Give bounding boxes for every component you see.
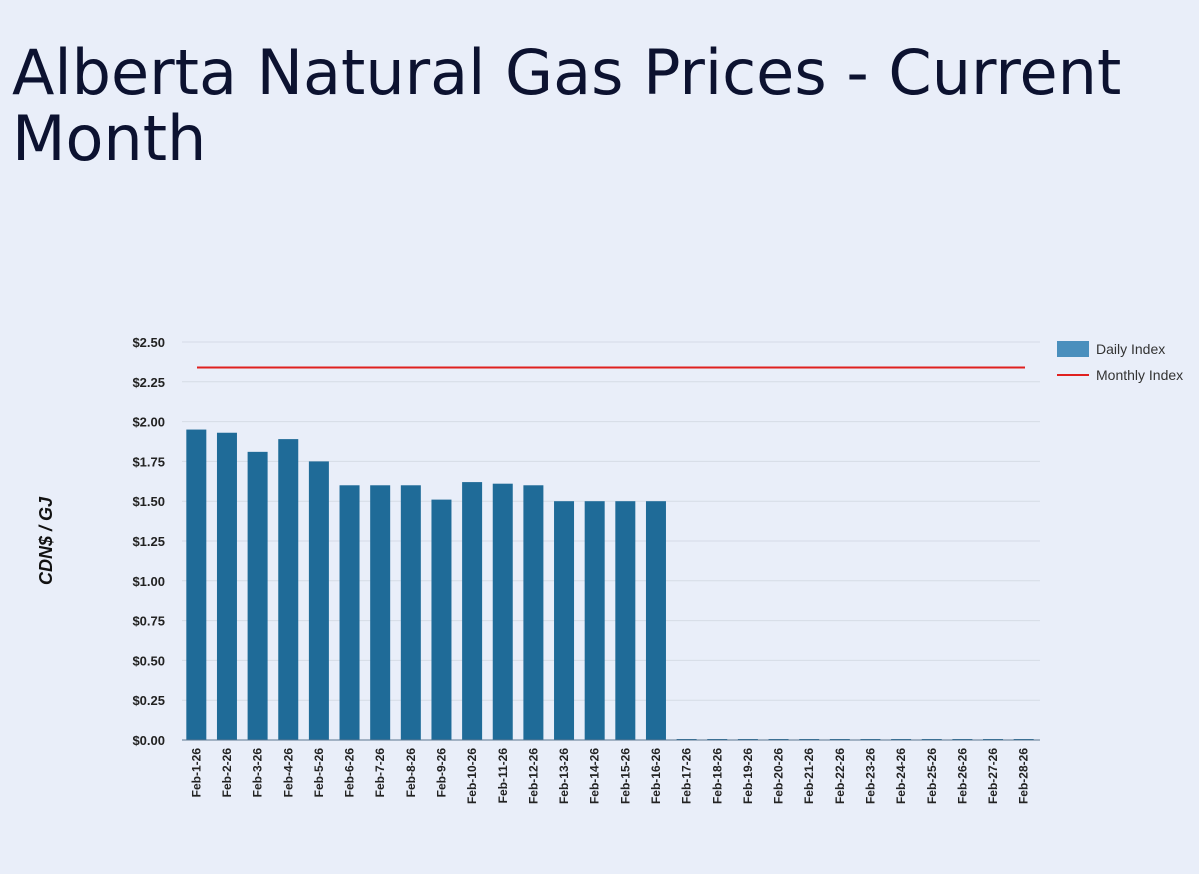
x-tick-label: Feb-26-26 <box>955 748 969 804</box>
legend-label-daily: Daily Index <box>1096 341 1165 357</box>
y-axis-label: CDN$ / GJ <box>36 496 56 585</box>
x-tick-label: Feb-5-26 <box>312 748 326 798</box>
x-axis-ticks: Feb-1-26 Feb-2-26 Feb-3-26 Feb-4-26 Feb-5-26… <box>189 748 1030 804</box>
x-tick-label: Feb-10-26 <box>465 748 479 804</box>
bar-Feb-5-26 <box>308 461 329 740</box>
x-tick-label: Feb-15-26 <box>618 748 632 804</box>
x-tick-label: Feb-11-26 <box>496 748 510 804</box>
x-tick-label: Feb-7-26 <box>373 748 387 798</box>
x-tick-label: Feb-27-26 <box>986 748 1000 804</box>
bar-Feb-10-26 <box>462 482 483 740</box>
bar-Feb-14-26 <box>584 501 605 740</box>
x-tick-label: Feb-17-26 <box>680 748 694 804</box>
y-tick-label: $0.50 <box>132 653 165 668</box>
bar-Feb-11-26 <box>492 483 513 740</box>
y-tick-label: $2.25 <box>132 375 165 390</box>
x-tick-label: Feb-22-26 <box>833 748 847 804</box>
y-tick-label: $2.50 <box>132 335 165 350</box>
x-tick-label: Feb-8-26 <box>404 748 418 798</box>
bar-Feb-4-26 <box>278 439 299 740</box>
bar-Feb-16-26 <box>645 501 666 740</box>
y-tick-label: $2.00 <box>132 415 165 430</box>
x-tick-label: Feb-18-26 <box>710 748 724 804</box>
x-tick-label: Feb-19-26 <box>741 748 755 804</box>
bar-Feb-6-26 <box>339 485 360 740</box>
y-tick-label: $0.25 <box>132 693 165 708</box>
x-tick-label: Feb-6-26 <box>343 748 357 798</box>
legend-swatch-daily <box>1057 341 1089 357</box>
bar-Feb-12-26 <box>523 485 544 740</box>
y-tick-label: $1.75 <box>132 454 165 469</box>
bar-Feb-9-26 <box>431 499 452 740</box>
bar-Feb-13-26 <box>554 501 575 740</box>
bars <box>186 429 1034 740</box>
y-tick-label: $1.00 <box>132 574 165 589</box>
y-tick-label: $0.75 <box>132 614 165 629</box>
x-tick-label: Feb-12-26 <box>526 748 540 804</box>
y-axis-ticks: $0.00 $0.25 $0.50 $0.75 $1.00 $1.25 $1.50 $1.75… <box>132 335 165 748</box>
x-tick-label: Feb-28-26 <box>1017 748 1031 804</box>
x-tick-label: Feb-4-26 <box>281 748 295 798</box>
y-tick-label: $0.00 <box>132 733 165 748</box>
x-tick-label: Feb-14-26 <box>588 748 602 804</box>
x-tick-label: Feb-1-26 <box>189 748 203 798</box>
bar-Feb-15-26 <box>615 501 636 740</box>
page-title: Alberta Natural Gas Prices - Current Mon… <box>12 36 1122 175</box>
y-tick-label: $1.50 <box>132 494 165 509</box>
x-tick-label: Feb-3-26 <box>251 748 265 798</box>
y-tick-label: $1.25 <box>132 534 165 549</box>
x-tick-label: Feb-21-26 <box>802 748 816 804</box>
x-tick-label: Feb-9-26 <box>434 748 448 798</box>
x-tick-label: Feb-20-26 <box>772 748 786 804</box>
legend-label-monthly: Monthly Index <box>1096 367 1183 383</box>
x-tick-label: Feb-13-26 <box>557 748 571 804</box>
bar-Feb-1-26 <box>186 429 207 740</box>
bar-Feb-7-26 <box>370 485 391 740</box>
bar-Feb-2-26 <box>216 432 237 740</box>
bar-Feb-8-26 <box>400 485 421 740</box>
x-tick-label: Feb-25-26 <box>925 748 939 804</box>
x-tick-label: Feb-2-26 <box>220 748 234 798</box>
x-tick-label: Feb-23-26 <box>863 748 877 804</box>
x-tick-label: Feb-16-26 <box>649 748 663 804</box>
bar-Feb-3-26 <box>247 451 268 740</box>
legend: Daily Index Monthly Index <box>1057 341 1183 383</box>
x-tick-label: Feb-24-26 <box>894 748 908 804</box>
